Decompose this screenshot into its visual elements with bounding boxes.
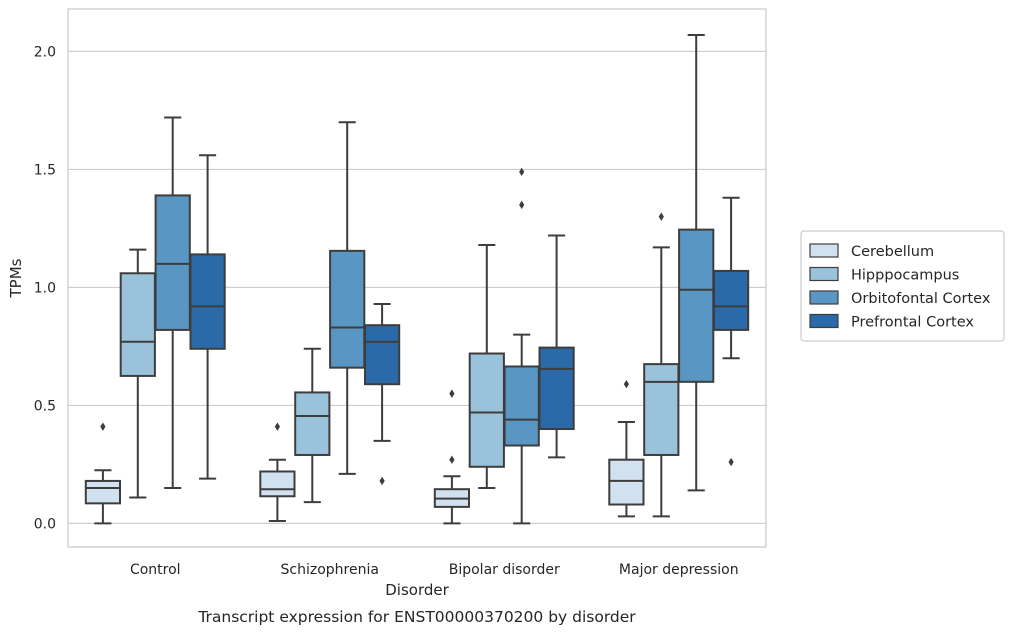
legend: Cerebellum Hipppocampus Orbitofontal Corte…: [800, 230, 1005, 342]
plot-frame: [67, 8, 767, 548]
legend-label: Orbitofontal Cortex: [851, 291, 991, 307]
box-iqr: [643, 363, 680, 456]
outlier-point: [449, 389, 455, 398]
x-tick-label: Major depression: [619, 562, 739, 578]
legend-swatch: [809, 266, 839, 282]
box-iqr: [189, 253, 226, 350]
box-iqr: [468, 352, 505, 468]
y-tick-label: 0.5: [34, 398, 56, 414]
box-iqr: [712, 269, 750, 331]
box-iqr: [119, 272, 156, 377]
legend-swatch: [809, 313, 839, 329]
x-tick-label: Control: [130, 562, 181, 578]
legend-label: Hipppocampus: [851, 268, 959, 284]
y-tick-label: 1.5: [34, 162, 56, 178]
box-iqr: [678, 228, 715, 383]
box-iqr: [259, 470, 296, 498]
legend-frame: [800, 230, 1005, 342]
y-tick-label: 2.0: [34, 44, 56, 60]
box-iqr: [294, 391, 331, 456]
box-iqr: [608, 458, 645, 506]
y-tick-labels: 0.0 0.5 1.0 1.5 2.0: [34, 44, 56, 532]
x-tick-label: Bipolar disorder: [449, 562, 560, 578]
outlier-point: [658, 212, 664, 221]
outlier-point: [519, 200, 525, 210]
outlier-point: [449, 455, 455, 464]
y-tick-label: 1.0: [34, 280, 56, 296]
box-iqr: [329, 249, 366, 369]
box-iqr: [154, 194, 191, 331]
legend-swatch: [809, 290, 839, 305]
x-axis-label: Disorder: [385, 581, 449, 599]
legend-swatch: [809, 243, 839, 258]
figure-caption: Transcript expression for ENST0000037020…: [197, 608, 636, 626]
x-tick-labels: Control Schizophrenia Bipolar disorder Majo…: [130, 562, 739, 578]
outlier-point: [100, 422, 106, 431]
box-layer: [84, 33, 750, 525]
x-tick-label: Schizophrenia: [281, 562, 379, 578]
outlier-point: [728, 457, 734, 467]
y-tick-label: 0.0: [34, 516, 56, 532]
outlier-point: [623, 379, 630, 389]
box-iqr: [503, 365, 540, 447]
outlier-point: [379, 476, 385, 486]
outlier-point: [274, 422, 281, 431]
legend-label: Cerebellum: [851, 244, 934, 260]
box-iqr: [84, 479, 122, 505]
legend-label: Prefrontal Cortex: [851, 315, 974, 331]
y-axis-label: TPMs: [7, 258, 25, 298]
box-iqr: [538, 346, 575, 431]
box-iqr: [363, 324, 401, 386]
outlier-point: [519, 167, 525, 177]
